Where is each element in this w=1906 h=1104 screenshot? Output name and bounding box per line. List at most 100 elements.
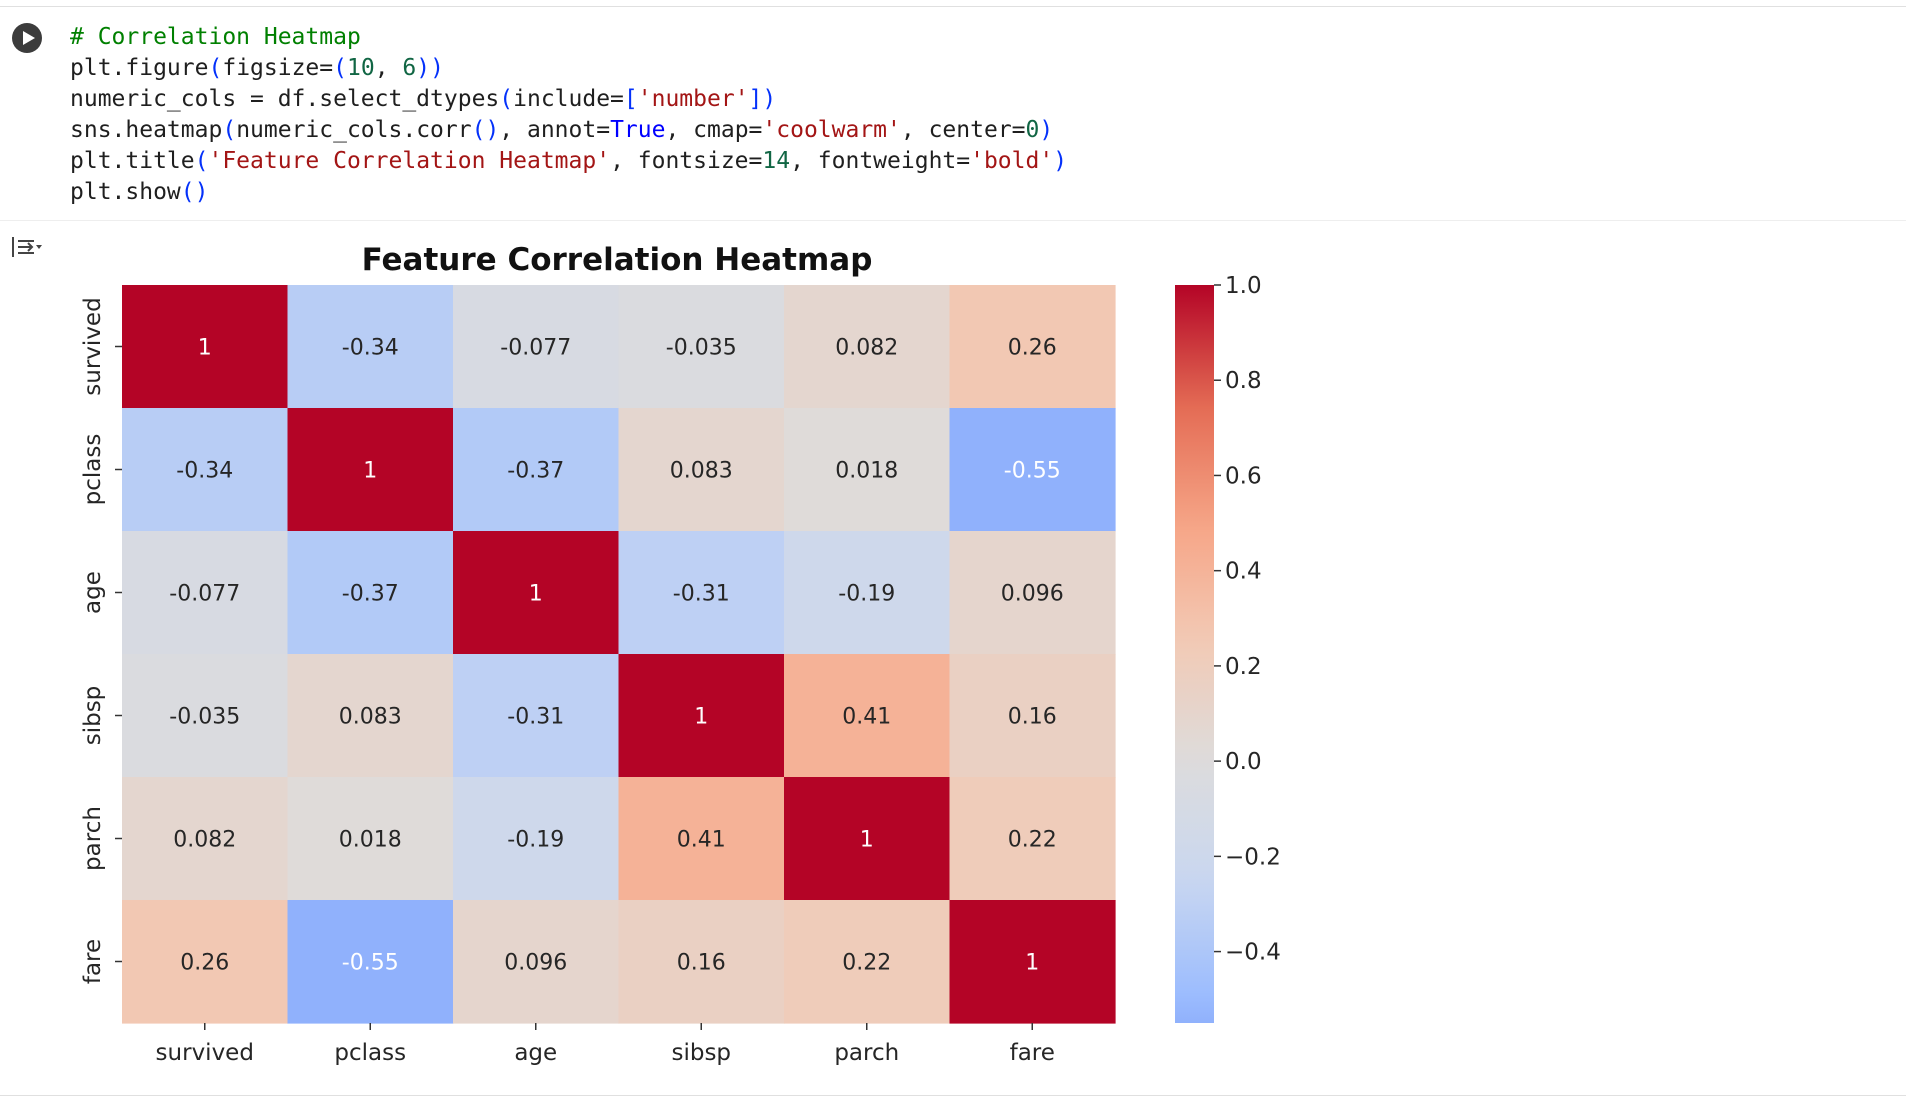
- code-token: (): [180, 179, 209, 205]
- code-token: numeric_cols = df.select_dtypes: [70, 86, 500, 112]
- cell-annotation: 0.096: [1001, 582, 1064, 607]
- colorbar-tick-label: −0.2: [1225, 844, 1281, 870]
- heatmap-cell: [618, 900, 785, 1024]
- cell-annotation: -0.34: [342, 336, 399, 361]
- heatmap-cell: [618, 531, 785, 655]
- cell-annotation: -0.34: [176, 459, 233, 484]
- collapse-output-icon: [12, 237, 42, 257]
- heatmap-cell: [453, 654, 620, 778]
- code-token: ): [1053, 148, 1068, 174]
- cell-annotation: -0.55: [1004, 459, 1061, 484]
- heatmap-cell: [784, 285, 951, 409]
- col-tick-label: parch: [834, 1040, 899, 1066]
- heatmap-cell: [287, 777, 454, 901]
- heatmap-annotations: 1 -0.34 -0.077 -0.035 0.082 0.26 -0.34 1 -0.37 0.…: [169, 336, 1063, 976]
- cell-annotation: 0.018: [835, 459, 898, 484]
- heatmap-cell: [122, 285, 289, 409]
- code-token: [: [623, 86, 638, 112]
- code-token: figsize=: [222, 55, 334, 81]
- colorbar: [1175, 285, 1214, 1023]
- heatmap-cell: [784, 531, 951, 655]
- code-token: 'Feature Correlation Heatmap': [208, 148, 611, 174]
- heatmap-cell: [287, 531, 454, 655]
- colorbar-tick-label: −0.4: [1225, 940, 1281, 966]
- cell-annotation: 0.083: [670, 459, 733, 484]
- code-token: (: [208, 55, 223, 81]
- heatmap-cell: [453, 777, 620, 901]
- code-line: plt.show(): [70, 177, 1067, 208]
- heatmap-cell: [618, 777, 785, 901]
- code-token: include=: [513, 86, 624, 112]
- heatmap-cell: [287, 285, 454, 409]
- col-tick-label: pclass: [334, 1040, 406, 1066]
- cell-annotation: -0.37: [342, 582, 399, 607]
- code-token: ): [1039, 117, 1054, 143]
- code-token: plt.show: [70, 179, 181, 205]
- output-toggle-button[interactable]: [10, 233, 44, 261]
- code-token: , fontsize=: [610, 148, 763, 174]
- cell-annotation: 0.26: [1008, 336, 1057, 361]
- col-tick-label: survived: [156, 1040, 254, 1066]
- row-tick-label: survived: [80, 297, 106, 395]
- cell-annotation: -0.077: [169, 582, 240, 607]
- code-token: sns.heatmap: [70, 117, 223, 143]
- cell-annotation: 0.16: [1008, 705, 1057, 730]
- code-token: , cmap=: [665, 117, 763, 143]
- play-icon: [23, 31, 35, 45]
- code-token: numeric_cols.corr: [236, 117, 472, 143]
- code-token: 'bold': [970, 148, 1054, 174]
- code-token: , center=: [900, 117, 1026, 143]
- code-token: plt.figure: [70, 55, 209, 81]
- colorbar-tick-label: 1.0: [1225, 273, 1262, 299]
- heatmap-cell: [784, 777, 951, 901]
- heatmap-cell: [122, 531, 289, 655]
- code-token: ): [430, 55, 444, 81]
- heatmap-cell: [784, 900, 951, 1024]
- col-tick-label: age: [514, 1040, 557, 1066]
- row-tick-label: sibsp: [80, 686, 106, 746]
- colorbar-tick-label: 0.2: [1225, 654, 1262, 680]
- colorbar-tick-label: 0.4: [1225, 559, 1262, 585]
- heatmap-cell: [453, 531, 620, 655]
- code-token: 0: [1025, 117, 1040, 143]
- cell-annotation: -0.31: [673, 582, 730, 607]
- cell-annotation: -0.55: [342, 951, 399, 976]
- row-tick-label: age: [80, 571, 106, 614]
- heatmap-cell: [949, 285, 1116, 409]
- code-token: plt.title: [70, 148, 195, 174]
- cell-annotation: 1: [529, 582, 543, 607]
- cell-annotation: 0.16: [677, 951, 726, 976]
- cell-annotation: 0.22: [842, 951, 891, 976]
- code-line: plt.figure(figsize=(10, 6)): [70, 53, 1067, 84]
- code-token: ,: [374, 55, 403, 81]
- code-token: ): [762, 86, 777, 112]
- cell-annotation: -0.035: [666, 336, 737, 361]
- code-token: 'number': [637, 86, 749, 112]
- output-divider: [0, 220, 1906, 221]
- code-line: sns.heatmap(numeric_cols.corr(), annot=T…: [70, 115, 1067, 146]
- cell-annotation: 0.22: [1008, 828, 1057, 853]
- code-token: (): [471, 117, 500, 143]
- cell-annotation: 0.082: [835, 336, 898, 361]
- code-token: (: [333, 55, 347, 81]
- heatmap-cell: [287, 900, 454, 1024]
- run-cell-button[interactable]: [12, 23, 42, 53]
- heatmap-cell: [618, 408, 785, 532]
- heatmap-cell: [287, 654, 454, 778]
- heatmap-cell: [453, 285, 620, 409]
- code-token: (: [194, 148, 209, 174]
- heatmap-cell: [784, 654, 951, 778]
- heatmap-cell: [287, 408, 454, 532]
- cell-annotation: 0.41: [677, 828, 726, 853]
- cell-annotation: -0.19: [838, 582, 895, 607]
- code-token: 6: [402, 55, 417, 81]
- code-editor[interactable]: # Correlation Heatmap plt.figure(figsize=…: [70, 22, 1067, 208]
- col-tick-label: sibsp: [671, 1040, 731, 1066]
- code-cell: [0, 6, 1906, 1096]
- heatmap-cell: [122, 777, 289, 901]
- cell-annotation: 1: [694, 705, 708, 730]
- heatmap-cell: [949, 531, 1116, 655]
- cell-annotation: 1: [198, 336, 212, 361]
